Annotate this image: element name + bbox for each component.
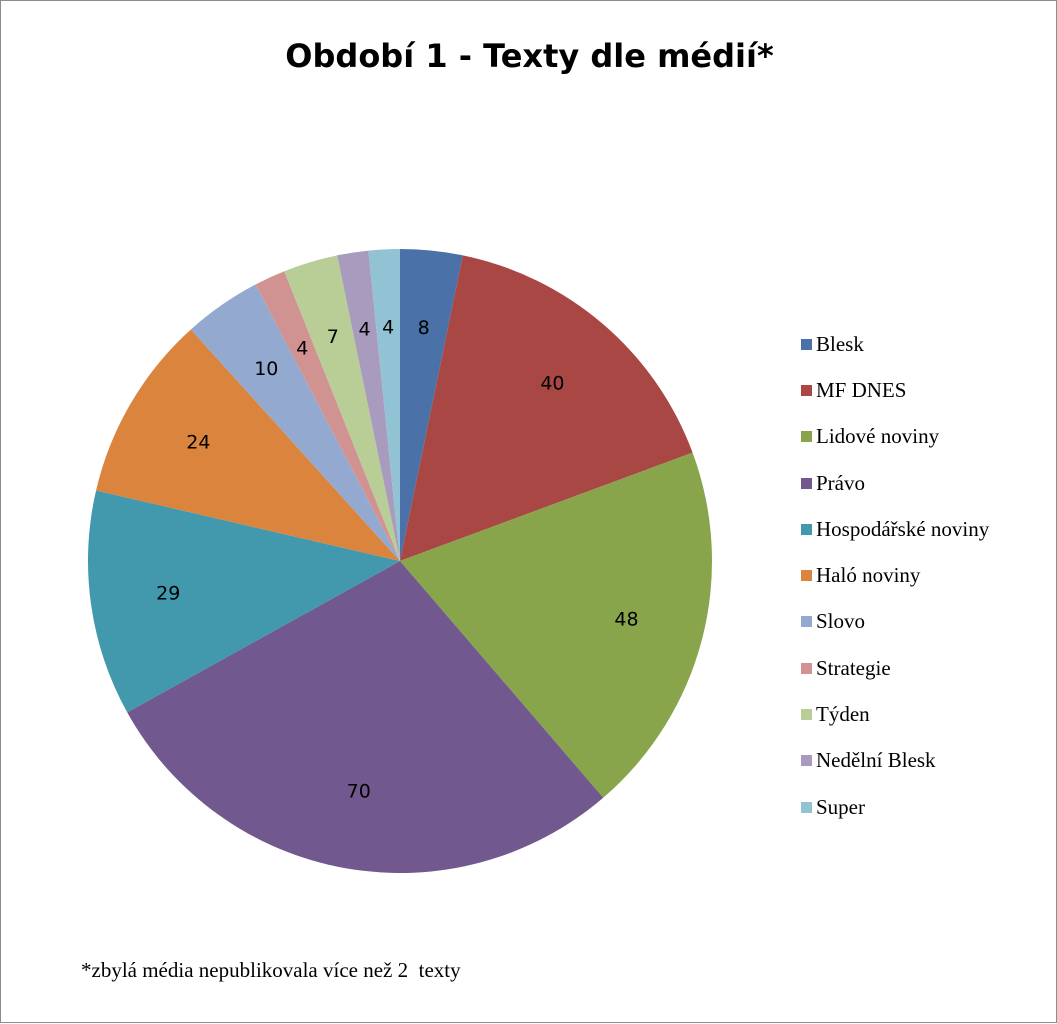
pie-slice-pravo	[127, 561, 604, 874]
legend-swatch	[801, 709, 812, 721]
legend-swatch	[801, 431, 812, 443]
data-label-halo-noviny: 24	[186, 431, 210, 453]
data-label-blesk: 8	[418, 317, 430, 339]
legend-swatch	[801, 755, 812, 767]
legend-item-super: Super	[801, 784, 989, 830]
data-label-pravo: 70	[347, 780, 371, 802]
legend-label: Slovo	[816, 609, 866, 634]
legend-label: Nedělní Blesk	[816, 748, 936, 773]
legend-label: Blesk	[816, 331, 864, 356]
legend-label: Super	[816, 794, 865, 819]
legend-item-strategie: Strategie	[801, 645, 989, 691]
pie-slice-slovo	[190, 284, 400, 561]
pie-slice-nedelni-blesk	[337, 250, 400, 561]
pie-slice-strategie	[255, 271, 400, 561]
pie-slice-mf-dnes	[400, 255, 693, 561]
legend-item-tyden: Týden	[801, 691, 989, 737]
footnote: *zbylá média nepublikovala více než 2 te…	[81, 958, 461, 982]
legend-label: Strategie	[816, 655, 891, 680]
legend-label: Lidové noviny	[816, 424, 940, 449]
legend: Blesk MF DNES Lidové noviny Právo Hospodářsk…	[801, 321, 989, 830]
pie-slice-blesk	[400, 249, 463, 561]
legend-label: Právo	[816, 470, 865, 495]
legend-label: Týden	[816, 702, 870, 727]
legend-swatch	[801, 384, 812, 396]
data-label-strategie: 4	[296, 337, 308, 359]
chart-title: Období 1 - Texty dle médií*	[285, 37, 774, 75]
data-label-super: 4	[382, 316, 394, 338]
legend-item-halo-noviny: Haló noviny	[801, 552, 989, 598]
pie-slice-lidove-noviny	[400, 452, 712, 798]
pie-slice-super	[368, 249, 400, 561]
legend-item-mf-dnes: MF DNES	[801, 367, 989, 413]
data-label-tyden: 7	[327, 326, 339, 348]
legend-swatch	[801, 801, 812, 813]
data-label-mf-dnes: 40	[540, 372, 564, 394]
legend-swatch	[801, 523, 812, 535]
data-label-slovo: 10	[254, 358, 278, 380]
legend-label: Hospodářské noviny	[816, 516, 990, 541]
legend-swatch	[801, 570, 812, 582]
data-label-hospodarske-noviny: 29	[156, 583, 180, 605]
legend-item-lidove-noviny: Lidové noviny	[801, 414, 989, 460]
pie-slice-halo-noviny	[96, 329, 401, 561]
legend-item-pravo: Právo	[801, 460, 989, 506]
legend-swatch	[801, 616, 812, 628]
pie-slice-hospodarske-noviny	[87, 490, 400, 713]
legend-label: MF DNES	[816, 377, 907, 402]
legend-swatch	[801, 477, 812, 489]
legend-item-hospodarske-noviny: Hospodářské noviny	[801, 506, 989, 552]
legend-item-nedelni-blesk: Nedělní Blesk	[801, 738, 989, 784]
legend-swatch	[801, 662, 812, 674]
legend-item-slovo: Slovo	[801, 599, 989, 645]
data-label-lidove-noviny: 48	[614, 609, 638, 631]
pie-slice-tyden	[284, 255, 400, 561]
legend-label: Haló noviny	[816, 563, 921, 588]
legend-swatch	[801, 338, 812, 350]
legend-item-blesk: Blesk	[801, 321, 989, 367]
data-label-nedelni-blesk: 4	[359, 319, 371, 341]
